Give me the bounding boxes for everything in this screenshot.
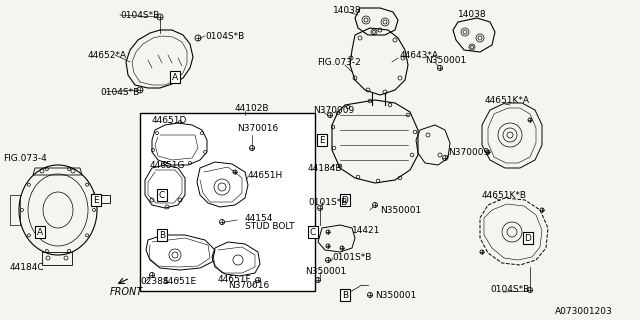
Text: 14421: 14421 (352, 226, 380, 235)
Text: 14038: 14038 (333, 5, 362, 14)
Text: 44651K*A: 44651K*A (485, 95, 530, 105)
Text: N350001: N350001 (425, 55, 467, 65)
Text: A: A (172, 73, 178, 82)
Text: 44184B: 44184B (308, 164, 342, 172)
Text: N350001: N350001 (305, 268, 346, 276)
Text: 44651K*B: 44651K*B (482, 190, 527, 199)
Text: N370009: N370009 (448, 148, 489, 156)
Text: N370016: N370016 (237, 124, 278, 132)
Bar (140, 113, 315, 291)
Text: C: C (310, 228, 316, 236)
Text: 44154: 44154 (245, 213, 273, 222)
Text: 0104S*B: 0104S*B (100, 87, 140, 97)
Text: 44643*A: 44643*A (400, 51, 439, 60)
Text: 0104S*B: 0104S*B (205, 31, 244, 41)
Text: A: A (37, 228, 43, 236)
Text: 0104S*B: 0104S*B (120, 11, 159, 20)
Text: A073001203: A073001203 (555, 308, 612, 316)
Text: STUD BOLT: STUD BOLT (245, 221, 294, 230)
Text: B: B (342, 291, 348, 300)
Text: N350001: N350001 (380, 205, 421, 214)
Text: E: E (93, 196, 99, 204)
Text: FRONT: FRONT (110, 287, 143, 297)
Text: 44652*A: 44652*A (88, 51, 127, 60)
Text: 0104S*B: 0104S*B (490, 285, 529, 294)
Text: N370009: N370009 (313, 106, 355, 115)
Text: 0238S: 0238S (140, 277, 168, 286)
Text: 0101S*B: 0101S*B (308, 197, 348, 206)
Text: 44651E: 44651E (163, 277, 197, 286)
Text: D: D (525, 234, 531, 243)
Text: 44651D: 44651D (152, 116, 188, 124)
Text: C: C (159, 190, 165, 199)
Text: 44102B: 44102B (235, 103, 269, 113)
Text: 0101S*B: 0101S*B (332, 253, 371, 262)
Text: N350001: N350001 (375, 291, 416, 300)
Text: 44651F: 44651F (218, 276, 252, 284)
Text: 44651G: 44651G (150, 161, 186, 170)
Text: 44184C: 44184C (10, 263, 45, 273)
Text: B: B (159, 230, 165, 239)
Text: FIG.073-4: FIG.073-4 (3, 154, 47, 163)
Text: 14038: 14038 (458, 10, 486, 19)
Text: 44651H: 44651H (248, 171, 284, 180)
Text: FIG.073-2: FIG.073-2 (317, 58, 361, 67)
Text: D: D (342, 196, 348, 204)
Text: N370016: N370016 (228, 282, 269, 291)
Text: E: E (319, 135, 325, 145)
